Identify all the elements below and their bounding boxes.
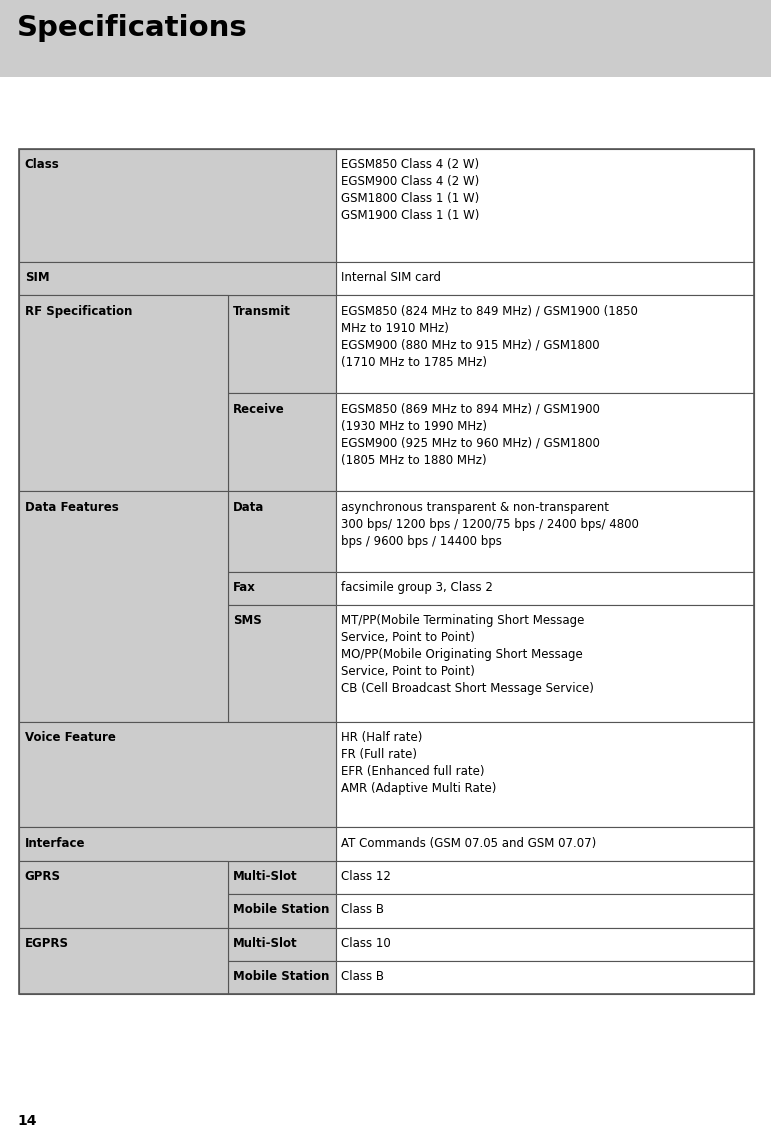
Text: GPRS: GPRS <box>25 870 61 884</box>
Text: Data: Data <box>234 501 264 513</box>
Bar <box>19 296 228 491</box>
Bar <box>19 491 228 721</box>
Text: SIM: SIM <box>25 271 49 285</box>
Text: facsimile group 3, Class 2: facsimile group 3, Class 2 <box>342 581 493 593</box>
Bar <box>19 296 228 491</box>
Bar <box>336 961 754 994</box>
Bar <box>228 491 336 572</box>
Bar <box>336 393 754 491</box>
Text: SMS: SMS <box>234 614 262 628</box>
Bar <box>336 961 754 994</box>
Bar <box>336 491 754 572</box>
Text: MT/PP(Mobile Terminating Short Message
Service, Point to Point)
MO/PP(Mobile Ori: MT/PP(Mobile Terminating Short Message S… <box>342 614 594 695</box>
Bar <box>336 262 754 296</box>
Bar <box>19 861 228 928</box>
Bar <box>336 894 754 928</box>
Bar <box>228 605 336 721</box>
Text: Class 10: Class 10 <box>342 937 391 950</box>
Bar <box>336 262 754 296</box>
Bar <box>19 262 336 296</box>
Bar <box>19 149 336 262</box>
Text: Voice Feature: Voice Feature <box>25 730 116 744</box>
Bar <box>336 149 754 262</box>
Bar <box>336 928 754 961</box>
Text: Mobile Station: Mobile Station <box>234 903 330 917</box>
Text: Fax: Fax <box>234 581 256 593</box>
Bar <box>228 491 336 572</box>
Bar <box>19 262 336 296</box>
Bar <box>228 961 336 994</box>
Bar <box>228 861 336 894</box>
Bar <box>336 491 754 572</box>
Bar <box>336 861 754 894</box>
Text: Interface: Interface <box>25 837 85 849</box>
Text: Class B: Class B <box>342 970 385 983</box>
Bar <box>336 828 754 861</box>
Text: Class: Class <box>25 158 59 170</box>
Text: HR (Half rate)
FR (Full rate)
EFR (Enhanced full rate)
AMR (Adaptive Multi Rate): HR (Half rate) FR (Full rate) EFR (Enhan… <box>342 730 497 794</box>
Bar <box>19 928 228 994</box>
Bar <box>336 572 754 605</box>
Text: AT Commands (GSM 07.05 and GSM 07.07): AT Commands (GSM 07.05 and GSM 07.07) <box>342 837 597 849</box>
Bar <box>336 721 754 828</box>
Text: EGSM850 (869 MHz to 894 MHz) / GSM1900
(1930 MHz to 1990 MHz)
EGSM900 (925 MHz t: EGSM850 (869 MHz to 894 MHz) / GSM1900 (… <box>342 402 601 466</box>
Bar <box>19 828 336 861</box>
Bar <box>228 393 336 491</box>
Bar <box>228 928 336 961</box>
Bar <box>336 572 754 605</box>
Bar <box>19 149 754 994</box>
Text: Specifications: Specifications <box>17 14 247 41</box>
Bar <box>228 928 336 961</box>
Bar <box>228 861 336 894</box>
Bar <box>336 296 754 393</box>
Text: EGSM850 Class 4 (2 W)
EGSM900 Class 4 (2 W)
GSM1800 Class 1 (1 W)
GSM1900 Class : EGSM850 Class 4 (2 W) EGSM900 Class 4 (2… <box>342 158 480 222</box>
Text: EGPRS: EGPRS <box>25 937 69 950</box>
Bar <box>336 393 754 491</box>
Bar <box>228 961 336 994</box>
Text: EGSM850 (824 MHz to 849 MHz) / GSM1900 (1850
MHz to 1910 MHz)
EGSM900 (880 MHz t: EGSM850 (824 MHz to 849 MHz) / GSM1900 (… <box>342 305 638 369</box>
Bar <box>336 605 754 721</box>
Text: Internal SIM card: Internal SIM card <box>342 271 441 285</box>
Bar <box>19 491 228 721</box>
Bar <box>228 393 336 491</box>
Text: Receive: Receive <box>234 402 285 416</box>
Bar <box>19 861 228 928</box>
Bar <box>336 605 754 721</box>
Bar <box>228 296 336 393</box>
Bar <box>336 149 754 262</box>
Text: asynchronous transparent & non-transparent
300 bps/ 1200 bps / 1200/75 bps / 240: asynchronous transparent & non-transpare… <box>342 501 639 547</box>
Bar <box>19 721 336 828</box>
Text: Multi-Slot: Multi-Slot <box>234 937 298 950</box>
Bar <box>0 0 771 77</box>
Bar <box>336 861 754 894</box>
Bar <box>336 721 754 828</box>
Bar <box>336 296 754 393</box>
Text: Data Features: Data Features <box>25 501 119 513</box>
Text: Mobile Station: Mobile Station <box>234 970 330 983</box>
Bar <box>336 894 754 928</box>
Text: Class B: Class B <box>342 903 385 917</box>
Bar <box>19 149 336 262</box>
Bar <box>19 928 228 994</box>
Text: Multi-Slot: Multi-Slot <box>234 870 298 884</box>
Bar <box>336 928 754 961</box>
Text: Class 12: Class 12 <box>342 870 391 884</box>
Bar <box>228 894 336 928</box>
Text: 14: 14 <box>17 1114 36 1128</box>
Bar <box>228 894 336 928</box>
Bar <box>19 721 336 828</box>
Bar <box>228 572 336 605</box>
Bar <box>336 828 754 861</box>
Text: RF Specification: RF Specification <box>25 305 132 318</box>
Bar <box>228 605 336 721</box>
Bar <box>228 296 336 393</box>
Bar <box>19 828 336 861</box>
Bar <box>228 572 336 605</box>
Text: Transmit: Transmit <box>234 305 291 318</box>
